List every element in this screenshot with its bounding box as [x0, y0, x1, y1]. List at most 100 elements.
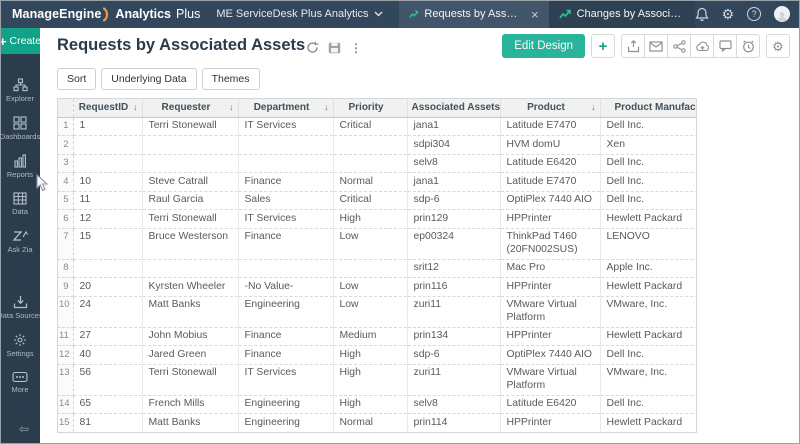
table-cell[interactable]: 1	[73, 117, 143, 136]
table-cell[interactable]: zuri11	[407, 295, 501, 327]
table-cell[interactable]: -No Value-	[238, 277, 334, 296]
table-cell[interactable]: Latitude E6420	[500, 394, 601, 414]
table-cell[interactable]: VMware Virtual Platform	[500, 363, 601, 395]
table-cell[interactable]: jana1	[407, 117, 501, 136]
table-cell[interactable]: 65	[73, 394, 143, 414]
table-cell[interactable]: jana1	[407, 172, 501, 191]
table-cell[interactable]: Critical	[333, 117, 408, 136]
table-cell[interactable]: Low	[333, 295, 408, 327]
save-icon[interactable]	[328, 42, 341, 54]
table-cell[interactable]: High	[333, 363, 408, 395]
table-cell[interactable]: srit12	[407, 258, 501, 278]
table-cell[interactable]: 27	[73, 326, 143, 346]
table-cell[interactable]: OptiPlex 7440 AIO	[500, 345, 601, 364]
table-cell[interactable]: Jared Green	[142, 345, 239, 364]
table-cell[interactable]: selv8	[407, 153, 501, 173]
sort-descending-icon[interactable]: ↓	[133, 102, 138, 112]
table-cell[interactable]: 12	[73, 209, 143, 228]
table-cell[interactable]: sdp-6	[407, 345, 501, 364]
table-cell[interactable]: Finance	[238, 326, 334, 346]
table-cell[interactable]: ThinkPad T460 (20FN002SUS)	[500, 227, 601, 259]
table-cell[interactable]: Matt Banks	[142, 413, 239, 432]
table-cell[interactable]: Hewlett Packard	[600, 413, 696, 432]
table-cell[interactable]	[73, 135, 143, 154]
table-cell[interactable]: IT Services	[238, 117, 334, 136]
column-header[interactable]: Priority	[333, 99, 408, 118]
table-cell[interactable]: Bruce Westerson	[142, 227, 239, 259]
help-icon[interactable]: ?	[747, 7, 762, 21]
table-cell[interactable]: prin116	[407, 277, 501, 296]
publish-button[interactable]	[690, 34, 714, 58]
table-cell[interactable]: sdp-6	[407, 190, 501, 210]
table-cell[interactable]	[333, 135, 408, 154]
table-cell[interactable]: HPPrinter	[500, 209, 601, 228]
table-cell[interactable]: Mac Pro	[500, 258, 601, 278]
column-header[interactable]: Department ↓	[238, 99, 334, 118]
table-cell[interactable]: John Mobius	[142, 326, 239, 346]
kebab-menu-icon[interactable]: ⋮	[350, 40, 362, 55]
sidebar-item-dashboards[interactable]: Dashboards	[0, 116, 40, 141]
sidebar-item-more[interactable]: More	[0, 371, 40, 394]
settings-gear-icon[interactable]: ⚙	[721, 6, 735, 22]
table-cell[interactable]: HPPrinter	[500, 277, 601, 296]
table-cell[interactable]: Hewlett Packard	[600, 209, 696, 228]
table-cell[interactable]: Hewlett Packard	[600, 326, 696, 346]
table-cell[interactable]: Finance	[238, 345, 334, 364]
refresh-icon[interactable]	[306, 41, 319, 54]
table-cell[interactable]: Raul Garcia	[142, 190, 239, 210]
table-cell[interactable]	[333, 258, 408, 278]
sort-descending-icon[interactable]: ↓	[591, 102, 596, 112]
table-cell[interactable]: Matt Banks	[142, 295, 239, 327]
table-cell[interactable]: Low	[333, 227, 408, 259]
user-avatar[interactable]	[774, 6, 791, 22]
sidebar-item-ask-zia[interactable]: Ask Zia	[0, 229, 40, 254]
table-cell[interactable]: Terri Stonewall	[142, 209, 239, 228]
create-button[interactable]: + Create	[0, 28, 41, 54]
sort-button[interactable]: Sort	[57, 68, 97, 90]
edit-design-button[interactable]: Edit Design	[502, 34, 585, 58]
table-cell[interactable]: Dell Inc.	[600, 153, 696, 173]
table-cell[interactable]: 56	[73, 363, 143, 395]
table-cell[interactable]: HPPrinter	[500, 413, 601, 432]
column-header[interactable]: RequestID ↓	[73, 99, 143, 118]
sidebar-item-reports[interactable]: Reports	[0, 154, 40, 179]
table-cell[interactable]	[73, 153, 143, 173]
table-cell[interactable]	[238, 258, 334, 278]
table-cell[interactable]: Dell Inc.	[600, 394, 696, 414]
table-cell[interactable]: prin114	[407, 413, 501, 432]
table-cell[interactable]: Finance	[238, 172, 334, 191]
table-cell[interactable]: Engineering	[238, 295, 334, 327]
table-cell[interactable]: Engineering	[238, 413, 334, 432]
table-cell[interactable]	[142, 135, 239, 154]
table-cell[interactable]: zuri11	[407, 363, 501, 395]
table-cell[interactable]: HPPrinter	[500, 326, 601, 346]
table-cell[interactable]: Dell Inc.	[600, 117, 696, 136]
table-cell[interactable]: Kyrsten Wheeler	[142, 277, 239, 296]
table-cell[interactable]: French Mills	[142, 394, 239, 414]
themes-button[interactable]: Themes	[201, 68, 260, 90]
table-cell[interactable]: Terri Stonewall	[142, 363, 239, 395]
table-cell[interactable]: Steve Catrall	[142, 172, 239, 191]
table-cell[interactable]: High	[333, 345, 408, 364]
table-cell[interactable]: IT Services	[238, 363, 334, 395]
table-cell[interactable]: Normal	[333, 413, 408, 432]
table-cell[interactable]: LENOVO	[600, 227, 696, 259]
table-cell[interactable]: High	[333, 394, 408, 414]
table-cell[interactable]: IT Services	[238, 209, 334, 228]
table-cell[interactable]: Finance	[238, 227, 334, 259]
sidebar-item-data-sources[interactable]: Data Sources	[0, 295, 43, 320]
table-cell[interactable]: 11	[73, 190, 143, 210]
table-cell[interactable]: Hewlett Packard	[600, 277, 696, 296]
table-cell[interactable]: Dell Inc.	[600, 345, 696, 364]
sort-descending-icon[interactable]: ↓	[229, 102, 234, 112]
table-cell[interactable]: Medium	[333, 326, 408, 346]
table-cell[interactable]: Apple Inc.	[600, 258, 696, 278]
sidebar-item-settings[interactable]: Settings	[0, 333, 40, 358]
underlying-data-button[interactable]: Underlying Data	[101, 68, 197, 90]
email-button[interactable]	[644, 34, 668, 58]
table-cell[interactable]: Dell Inc.	[600, 172, 696, 191]
column-header[interactable]: Product Manufac↓	[600, 99, 696, 118]
table-cell[interactable]: Low	[333, 277, 408, 296]
sort-descending-icon[interactable]: ↓	[491, 102, 496, 112]
table-cell[interactable]: 10	[73, 172, 143, 191]
